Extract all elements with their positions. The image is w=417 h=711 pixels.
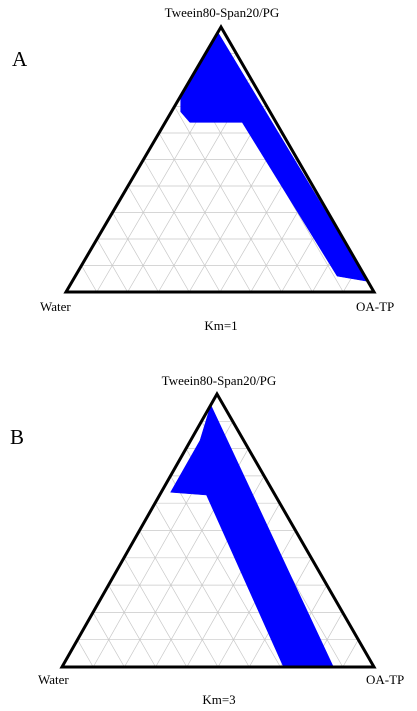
grid-line bbox=[108, 584, 156, 668]
grid-line bbox=[154, 503, 250, 668]
left-vertex-label-a: Water bbox=[40, 299, 71, 314]
grid-line bbox=[127, 185, 190, 293]
grid-line bbox=[158, 132, 252, 293]
triangle-outline-a bbox=[63, 24, 377, 294]
ternary-diagram-b: B Tweein80-Span20/PG Water OA-TP Km=3 bbox=[10, 373, 404, 707]
km-label-b: Km=3 bbox=[202, 692, 235, 707]
grid-line bbox=[143, 159, 221, 293]
grid-line bbox=[170, 475, 281, 668]
grid-line bbox=[112, 212, 159, 293]
triangle-outline-b bbox=[59, 390, 377, 669]
grid-line bbox=[92, 612, 125, 668]
left-vertex-label-b: Water bbox=[38, 672, 69, 687]
grid-line bbox=[158, 106, 268, 293]
grid-line bbox=[96, 238, 128, 293]
grid-line bbox=[77, 639, 94, 668]
panel-label-b: B bbox=[10, 425, 24, 449]
right-vertex-label-a: OA-TP bbox=[356, 299, 394, 314]
km-label-a: Km=1 bbox=[204, 318, 237, 333]
grid-line bbox=[342, 639, 359, 668]
panel-label-a: A bbox=[12, 47, 28, 71]
grid-line bbox=[81, 265, 98, 293]
grid-line bbox=[174, 106, 282, 293]
grid-line bbox=[123, 557, 188, 668]
top-vertex-label-a: Tweein80-Span20/PG bbox=[165, 5, 280, 20]
grid-line bbox=[139, 530, 219, 668]
right-vertex-label-b: OA-TP bbox=[366, 672, 404, 687]
microemulsion-region-a bbox=[180, 31, 369, 282]
top-vertex-label-b: Tweein80-Span20/PG bbox=[162, 373, 277, 388]
ternary-diagram-a: A Tweein80-Span20/PG Water OA-TP Km=1 bbox=[12, 5, 394, 333]
